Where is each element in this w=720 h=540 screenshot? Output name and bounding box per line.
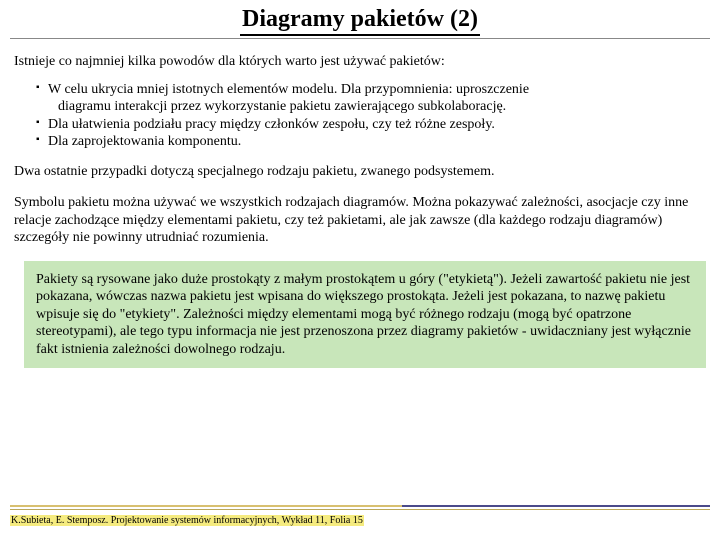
bullet-item: Dla ułatwienia podziału pracy między czł… xyxy=(36,116,702,134)
page-title: Diagramy pakietów (2) xyxy=(240,6,480,36)
paragraph-1: Dwa ostatnie przypadki dotyczą specjalne… xyxy=(14,163,702,181)
bullet-item: Dla zaprojektowania komponentu. xyxy=(36,133,702,151)
footer-text: K.Subieta, E. Stemposz. Projektowanie sy… xyxy=(10,515,364,526)
bullet-text: Dla ułatwienia podziału pracy między czł… xyxy=(48,117,495,132)
content-area: Istnieje co najmniej kilka powodów dla k… xyxy=(0,39,720,247)
bullet-text-cont: diagramu interakcji przez wykorzystanie … xyxy=(48,98,702,116)
highlight-box: Pakiety są rysowane jako duże prostokąty… xyxy=(24,261,706,369)
title-area: Diagramy pakietów (2) xyxy=(0,0,720,36)
bullet-list: W celu ukrycia mniej istotnych elementów… xyxy=(14,81,702,151)
footer-rule-thin xyxy=(10,509,710,510)
intro-text: Istnieje co najmniej kilka powodów dla k… xyxy=(14,53,702,71)
footer-area: K.Subieta, E. Stemposz. Projektowanie sy… xyxy=(0,505,720,528)
footer-rule xyxy=(10,505,710,507)
bullet-text: W celu ukrycia mniej istotnych elementów… xyxy=(48,82,529,97)
bullet-item: W celu ukrycia mniej istotnych elementów… xyxy=(36,81,702,116)
paragraph-2: Symbolu pakietu można używać we wszystki… xyxy=(14,194,702,247)
bullet-text: Dla zaprojektowania komponentu. xyxy=(48,134,241,149)
